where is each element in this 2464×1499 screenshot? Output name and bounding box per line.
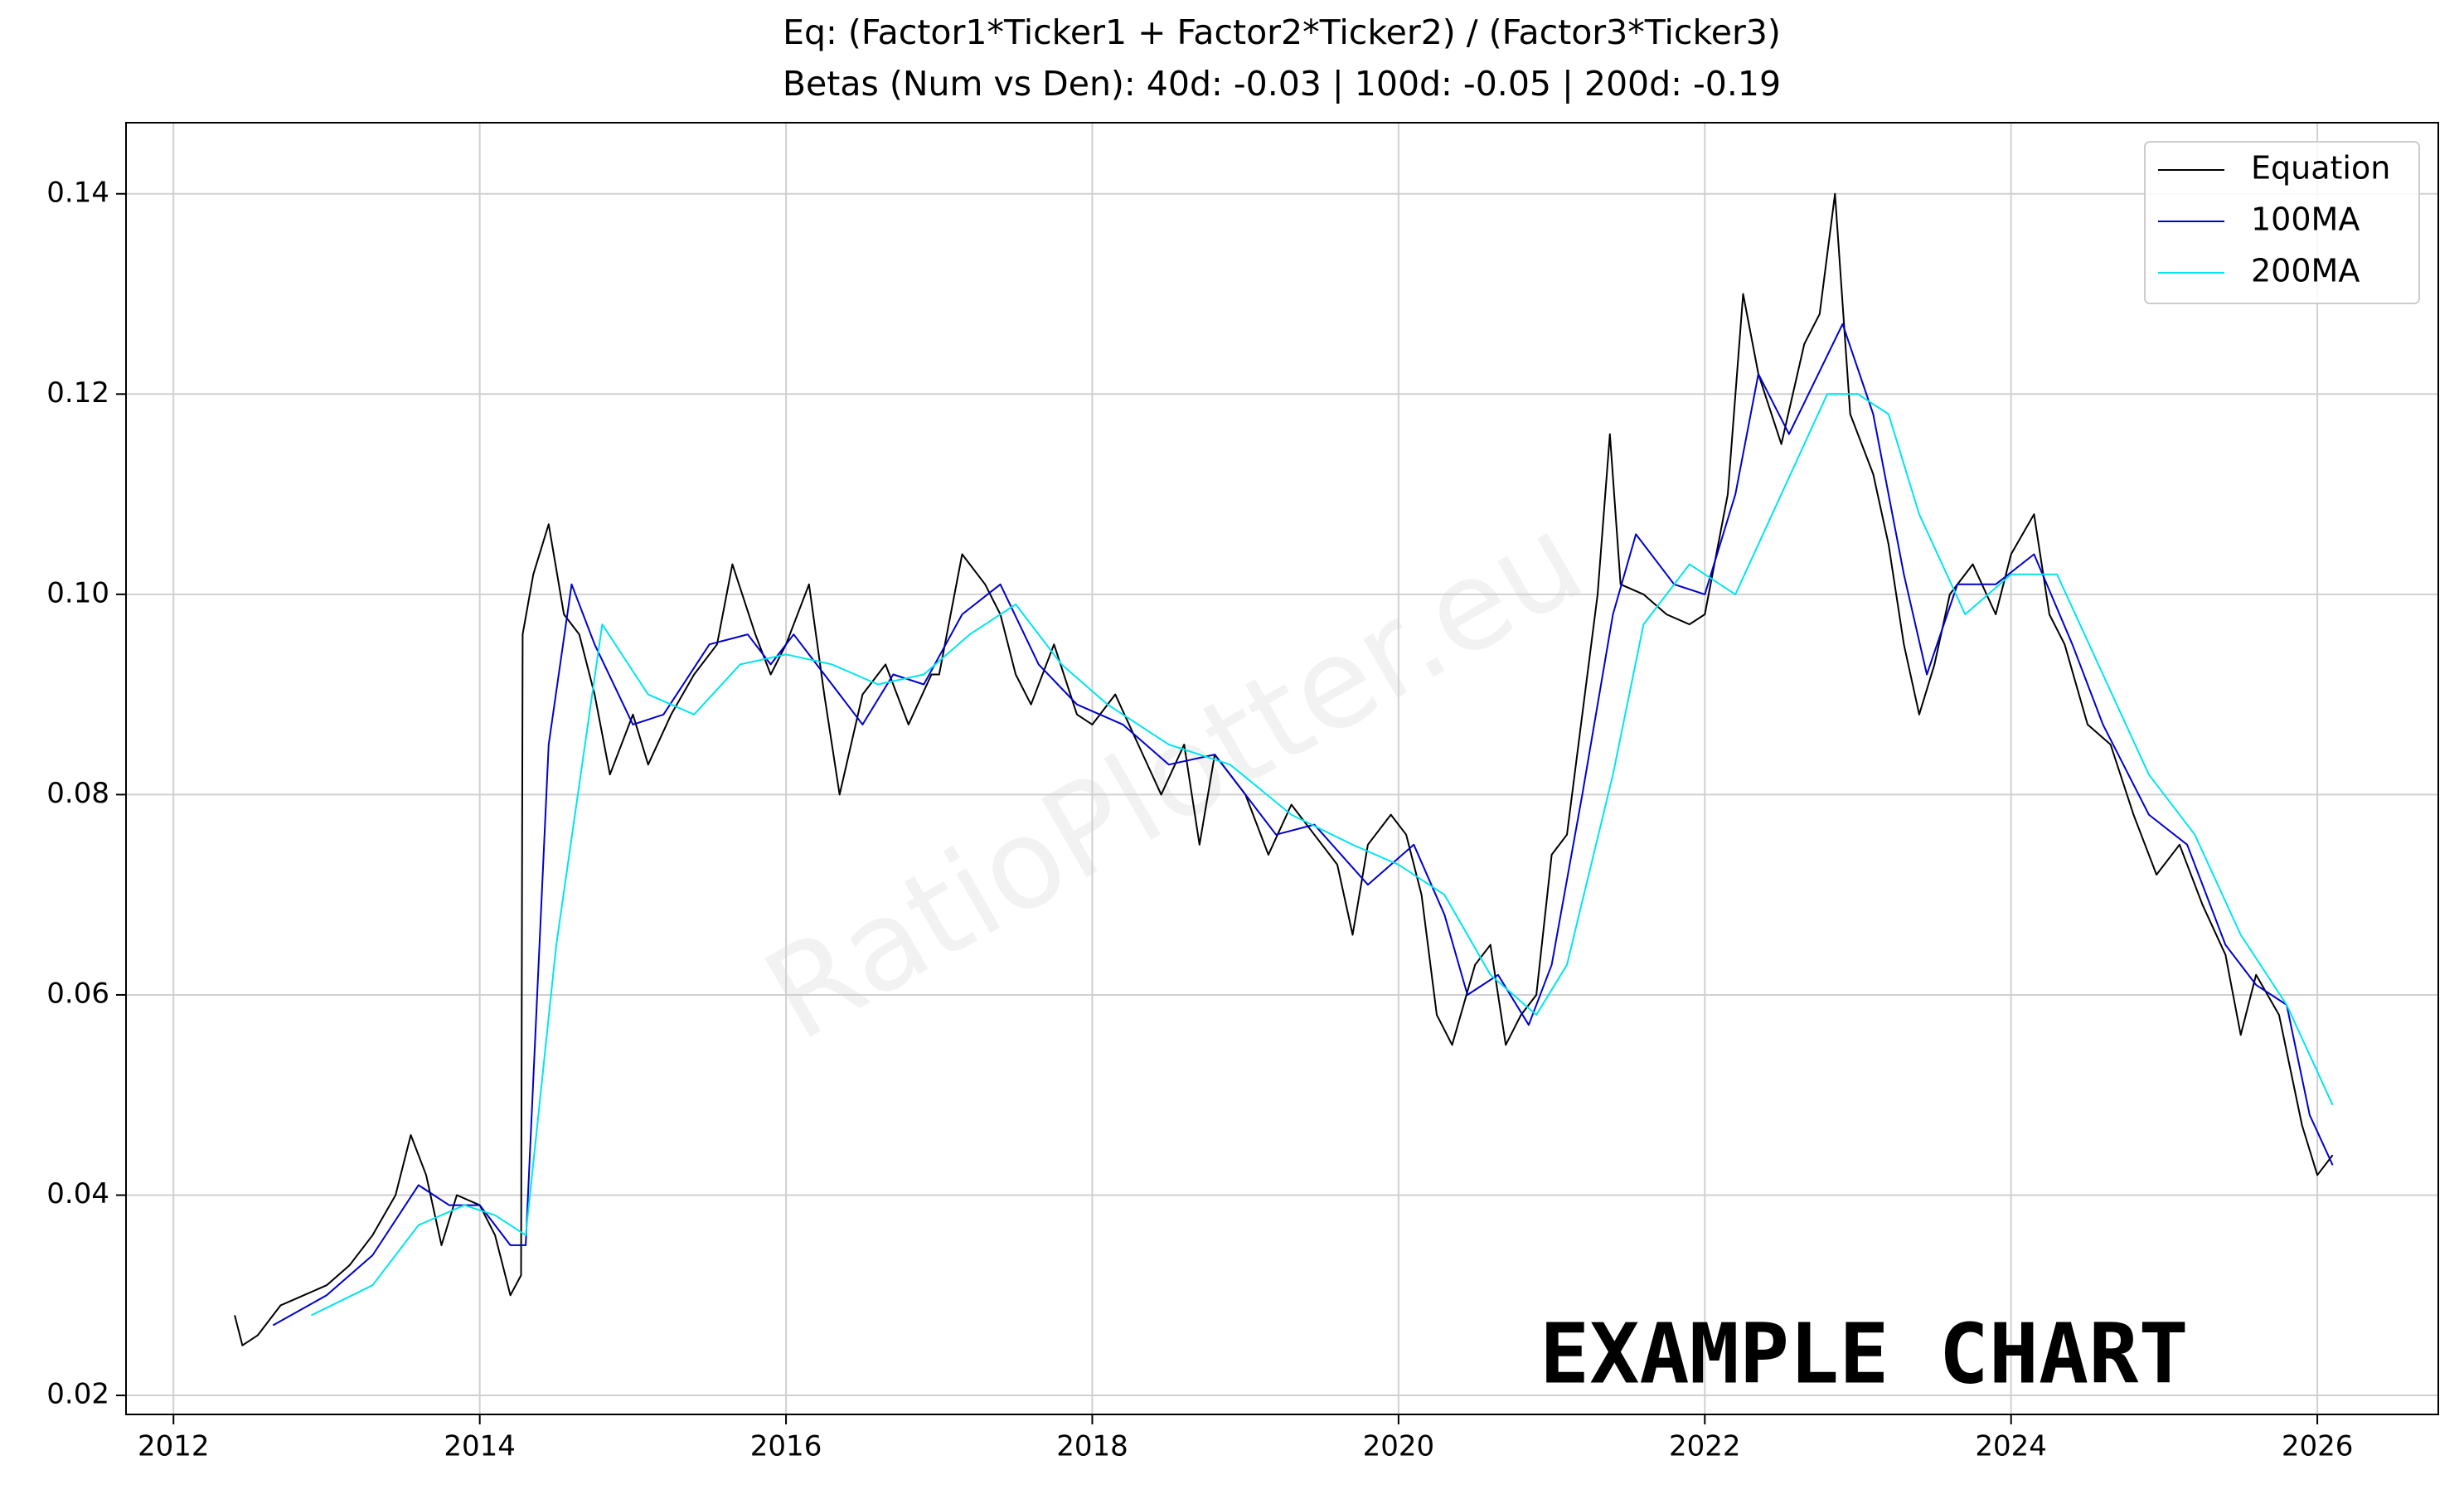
- x-tick-label: 2024: [1975, 1430, 2047, 1463]
- annotation: EXAMPLE CHART: [1540, 1305, 2189, 1402]
- legend-box: [2144, 141, 2420, 304]
- x-tick-label: 2026: [2282, 1430, 2354, 1463]
- legend-label: Equation: [2251, 150, 2390, 187]
- x-tick-label: 2020: [1363, 1430, 1435, 1463]
- chart-subtitle: Betas (Num vs Den): 40d: -0.03 | 100d: -…: [783, 64, 1781, 104]
- y-tick-label: 0.12: [46, 376, 109, 410]
- y-tick-label: 0.02: [46, 1378, 109, 1411]
- y-tick-label: 0.14: [46, 176, 109, 209]
- x-tick-label: 2014: [444, 1430, 516, 1463]
- plot-frame: [125, 122, 2439, 1415]
- x-tick-label: 2018: [1056, 1430, 1128, 1463]
- watermark: RatioPlotter.eu: [742, 488, 1605, 1070]
- legend-label: 200MA: [2251, 253, 2360, 289]
- x-tick-label: 2012: [138, 1430, 210, 1463]
- legend-label: 100MA: [2251, 201, 2360, 238]
- series-line: [234, 192, 2334, 1346]
- y-tick-label: 0.04: [46, 1177, 109, 1210]
- y-tick-label: 0.06: [46, 977, 109, 1010]
- x-tick-label: 2022: [1669, 1430, 1741, 1463]
- chart-title: Eq: (Factor1*Ticker1 + Factor2*Ticker2) …: [783, 12, 1781, 52]
- x-tick-label: 2016: [750, 1430, 822, 1463]
- y-tick-label: 0.08: [46, 777, 109, 810]
- y-tick-label: 0.10: [46, 576, 109, 609]
- series-line: [311, 393, 2334, 1317]
- series-line: [272, 323, 2334, 1327]
